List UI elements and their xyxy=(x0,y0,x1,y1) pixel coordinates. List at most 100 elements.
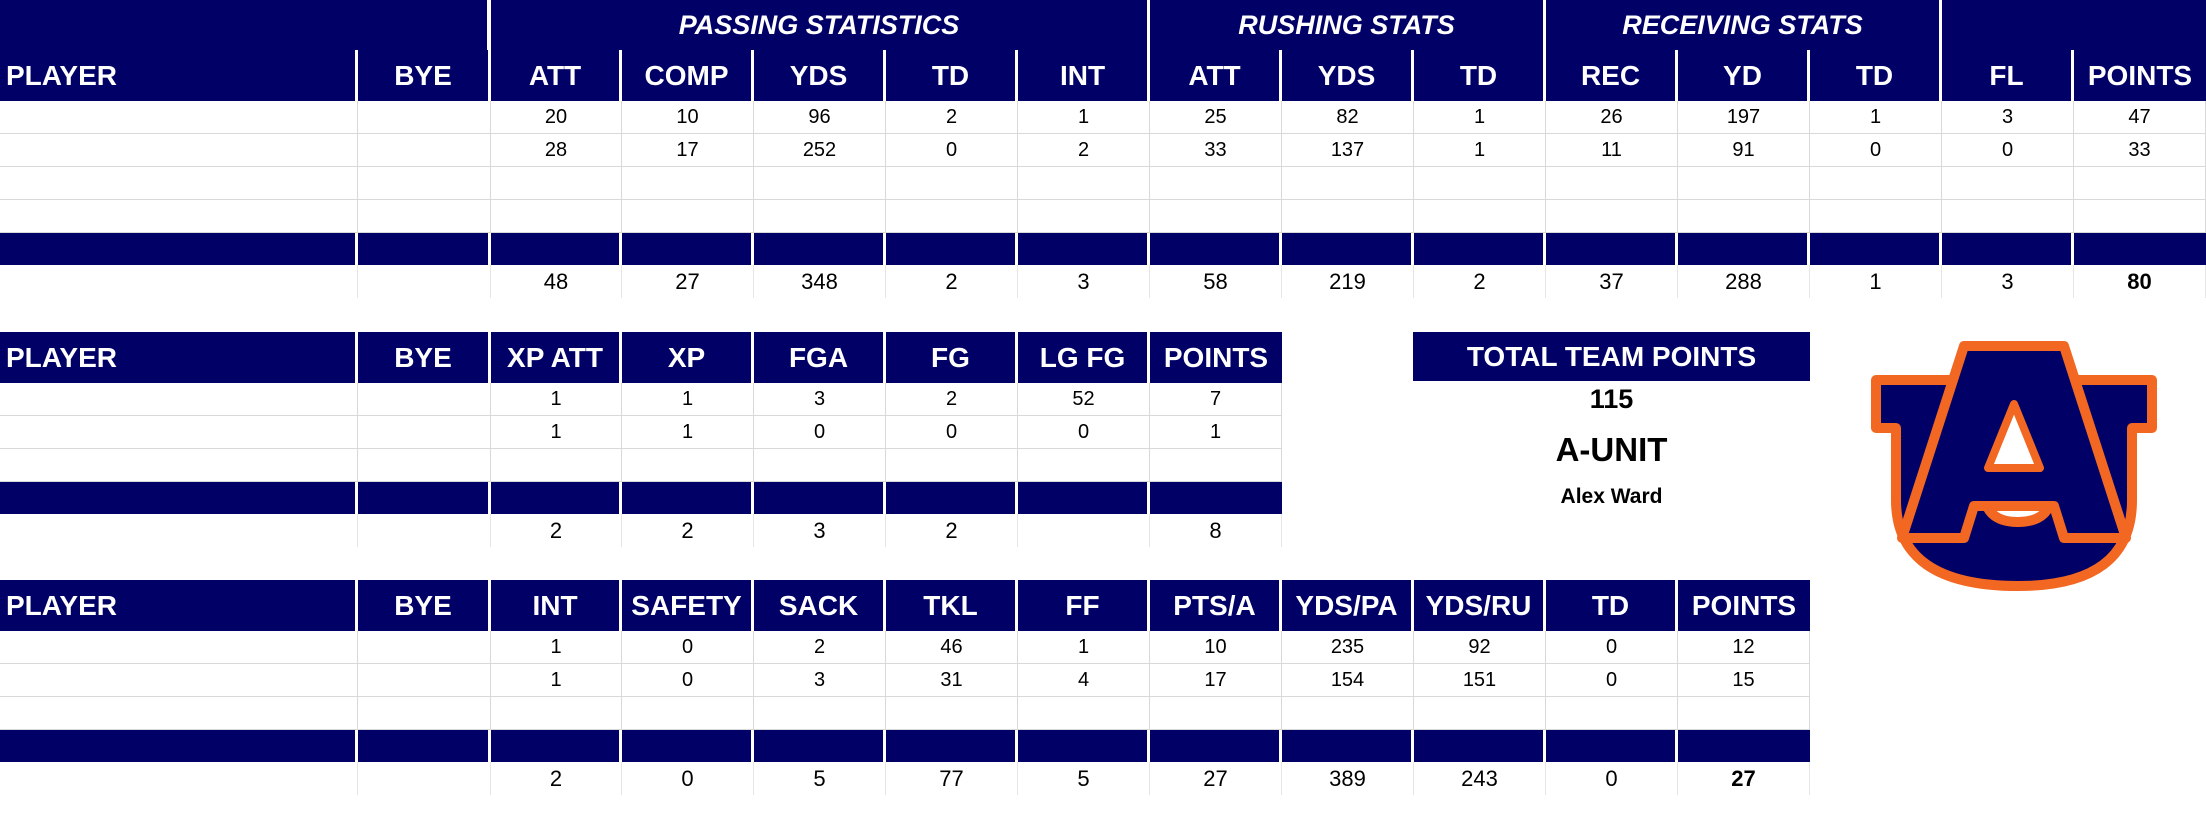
kicking-row-0-cell-0[interactable] xyxy=(0,383,358,416)
kicking-row-0-cell-6[interactable]: 52 xyxy=(1018,383,1150,416)
offense-row-0-cell-1[interactable] xyxy=(358,101,491,134)
offense-row-1-cell-13[interactable]: 0 xyxy=(1942,134,2074,167)
kicking-row-1-cell-5[interactable]: 0 xyxy=(886,416,1018,449)
defense-row-2-cell-10[interactable] xyxy=(1546,697,1678,730)
kicking-row-2-cell-5[interactable] xyxy=(886,449,1018,482)
offense-row-2-cell-4[interactable] xyxy=(754,167,886,200)
offense-row-0-cell-14[interactable]: 47 xyxy=(2074,101,2206,134)
offense-row-0-cell-3[interactable]: 10 xyxy=(622,101,754,134)
defense-row-1-cell-2[interactable]: 1 xyxy=(491,664,622,697)
defense-row-0-cell-10[interactable]: 0 xyxy=(1546,631,1678,664)
defense-row-2-cell-9[interactable] xyxy=(1414,697,1546,730)
offense-row-1-cell-9[interactable]: 1 xyxy=(1414,134,1546,167)
defense-row-0-cell-6[interactable]: 1 xyxy=(1018,631,1150,664)
offense-row-2-cell-11[interactable] xyxy=(1678,167,1810,200)
defense-row-1-cell-9[interactable]: 151 xyxy=(1414,664,1546,697)
kicking-row-1-cell-3[interactable]: 1 xyxy=(622,416,754,449)
offense-row-2-cell-12[interactable] xyxy=(1810,167,1942,200)
kicking-row-0-cell-4[interactable]: 3 xyxy=(754,383,886,416)
kicking-row-2-cell-2[interactable] xyxy=(491,449,622,482)
offense-row-2-cell-13[interactable] xyxy=(1942,167,2074,200)
defense-row-0-cell-1[interactable] xyxy=(358,631,491,664)
offense-row-1-cell-11[interactable]: 91 xyxy=(1678,134,1810,167)
offense-row-2-cell-7[interactable] xyxy=(1150,167,1282,200)
offense-row-2-cell-1[interactable] xyxy=(358,167,491,200)
defense-row-1-cell-8[interactable]: 154 xyxy=(1282,664,1414,697)
offense-row-3-cell-2[interactable] xyxy=(491,200,622,233)
offense-row-0-cell-5[interactable]: 2 xyxy=(886,101,1018,134)
offense-row-1-cell-4[interactable]: 252 xyxy=(754,134,886,167)
kicking-row-1-cell-4[interactable]: 0 xyxy=(754,416,886,449)
kicking-row-1-cell-0[interactable] xyxy=(0,416,358,449)
kicking-row-2-cell-4[interactable] xyxy=(754,449,886,482)
defense-row-1-cell-4[interactable]: 3 xyxy=(754,664,886,697)
offense-row-3-cell-14[interactable] xyxy=(2074,200,2206,233)
defense-row-0-cell-2[interactable]: 1 xyxy=(491,631,622,664)
defense-row-0-cell-4[interactable]: 2 xyxy=(754,631,886,664)
offense-row-1-cell-3[interactable]: 17 xyxy=(622,134,754,167)
kicking-row-0-cell-5[interactable]: 2 xyxy=(886,383,1018,416)
defense-row-0-cell-9[interactable]: 92 xyxy=(1414,631,1546,664)
defense-row-1-cell-3[interactable]: 0 xyxy=(622,664,754,697)
offense-row-1-cell-0[interactable] xyxy=(0,134,358,167)
defense-row-2-cell-2[interactable] xyxy=(491,697,622,730)
defense-row-0-cell-11[interactable]: 12 xyxy=(1678,631,1810,664)
defense-row-1-cell-6[interactable]: 4 xyxy=(1018,664,1150,697)
offense-row-2-cell-2[interactable] xyxy=(491,167,622,200)
offense-row-3-cell-9[interactable] xyxy=(1414,200,1546,233)
offense-row-0-cell-2[interactable]: 20 xyxy=(491,101,622,134)
offense-row-3-cell-7[interactable] xyxy=(1150,200,1282,233)
defense-row-1-cell-10[interactable]: 0 xyxy=(1546,664,1678,697)
kicking-row-1-cell-2[interactable]: 1 xyxy=(491,416,622,449)
kicking-row-0-cell-7[interactable]: 7 xyxy=(1150,383,1282,416)
kicking-row-0-cell-1[interactable] xyxy=(358,383,491,416)
defense-row-1-cell-11[interactable]: 15 xyxy=(1678,664,1810,697)
offense-row-2-cell-0[interactable] xyxy=(0,167,358,200)
offense-row-3-cell-3[interactable] xyxy=(622,200,754,233)
offense-row-0-cell-10[interactable]: 26 xyxy=(1546,101,1678,134)
offense-row-0-cell-12[interactable]: 1 xyxy=(1810,101,1942,134)
offense-row-3-cell-6[interactable] xyxy=(1018,200,1150,233)
offense-row-1-cell-14[interactable]: 33 xyxy=(2074,134,2206,167)
offense-row-0-cell-0[interactable] xyxy=(0,101,358,134)
offense-row-0-cell-6[interactable]: 1 xyxy=(1018,101,1150,134)
offense-row-2-cell-14[interactable] xyxy=(2074,167,2206,200)
kicking-row-2-cell-6[interactable] xyxy=(1018,449,1150,482)
offense-row-1-cell-8[interactable]: 137 xyxy=(1282,134,1414,167)
kicking-row-1-cell-6[interactable]: 0 xyxy=(1018,416,1150,449)
offense-row-3-cell-10[interactable] xyxy=(1546,200,1678,233)
offense-row-3-cell-1[interactable] xyxy=(358,200,491,233)
offense-row-1-cell-6[interactable]: 2 xyxy=(1018,134,1150,167)
kicking-row-1-cell-1[interactable] xyxy=(358,416,491,449)
kicking-row-0-cell-2[interactable]: 1 xyxy=(491,383,622,416)
kicking-row-2-cell-7[interactable] xyxy=(1150,449,1282,482)
offense-row-3-cell-0[interactable] xyxy=(0,200,358,233)
defense-row-1-cell-1[interactable] xyxy=(358,664,491,697)
defense-row-2-cell-4[interactable] xyxy=(754,697,886,730)
offense-row-1-cell-2[interactable]: 28 xyxy=(491,134,622,167)
offense-row-1-cell-7[interactable]: 33 xyxy=(1150,134,1282,167)
offense-row-2-cell-5[interactable] xyxy=(886,167,1018,200)
kicking-row-2-cell-0[interactable] xyxy=(0,449,358,482)
offense-row-2-cell-8[interactable] xyxy=(1282,167,1414,200)
offense-row-1-cell-10[interactable]: 11 xyxy=(1546,134,1678,167)
defense-row-2-cell-5[interactable] xyxy=(886,697,1018,730)
defense-row-2-cell-0[interactable] xyxy=(0,697,358,730)
offense-row-3-cell-13[interactable] xyxy=(1942,200,2074,233)
offense-row-0-cell-7[interactable]: 25 xyxy=(1150,101,1282,134)
offense-row-2-cell-10[interactable] xyxy=(1546,167,1678,200)
kicking-row-2-cell-1[interactable] xyxy=(358,449,491,482)
offense-row-3-cell-11[interactable] xyxy=(1678,200,1810,233)
offense-row-0-cell-13[interactable]: 3 xyxy=(1942,101,2074,134)
kicking-row-1-cell-7[interactable]: 1 xyxy=(1150,416,1282,449)
offense-row-0-cell-11[interactable]: 197 xyxy=(1678,101,1810,134)
kicking-row-2-cell-3[interactable] xyxy=(622,449,754,482)
offense-row-1-cell-12[interactable]: 0 xyxy=(1810,134,1942,167)
defense-row-0-cell-7[interactable]: 10 xyxy=(1150,631,1282,664)
offense-row-3-cell-12[interactable] xyxy=(1810,200,1942,233)
offense-row-3-cell-8[interactable] xyxy=(1282,200,1414,233)
defense-row-1-cell-0[interactable] xyxy=(0,664,358,697)
defense-row-0-cell-5[interactable]: 46 xyxy=(886,631,1018,664)
offense-row-3-cell-4[interactable] xyxy=(754,200,886,233)
defense-row-1-cell-7[interactable]: 17 xyxy=(1150,664,1282,697)
